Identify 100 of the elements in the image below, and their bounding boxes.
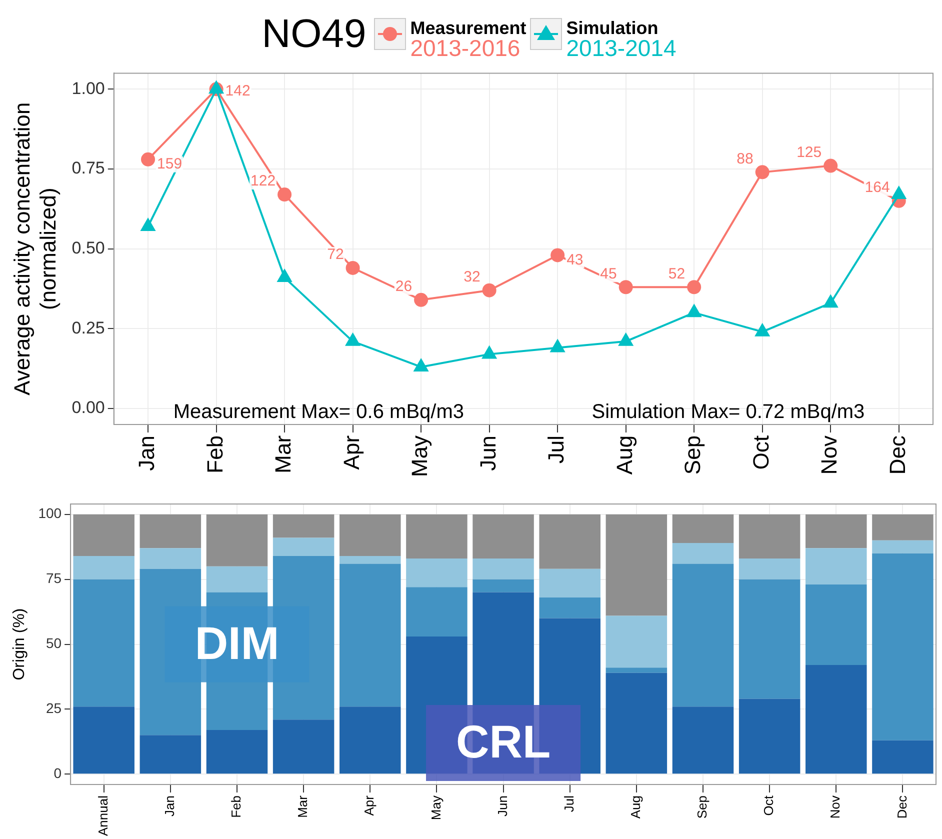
point <box>141 152 156 166</box>
bar <box>272 720 334 774</box>
point <box>346 260 360 275</box>
point <box>276 268 292 282</box>
x-tick-label: Feb <box>228 796 244 818</box>
x-tick-label: Dec <box>884 435 910 475</box>
x-tick-label: Oct <box>761 795 776 816</box>
bar <box>806 514 867 548</box>
x-tick-label: May <box>407 435 432 477</box>
bar <box>206 514 268 566</box>
y-tick-label: 100 <box>38 505 62 522</box>
bar <box>539 568 600 598</box>
y-tick-label: 25 <box>46 700 62 716</box>
y-tick-label: 0.25 <box>72 318 105 338</box>
y-axis-title: Origin (%) <box>11 608 28 680</box>
bar <box>272 514 334 538</box>
point <box>755 165 770 180</box>
bar <box>140 548 202 569</box>
bar <box>73 514 134 556</box>
x-tick-label: Apr <box>338 435 364 470</box>
point <box>686 304 702 318</box>
y-tick-label: 75 <box>46 570 62 586</box>
y-tick-label: 50 <box>46 635 62 652</box>
x-tick-label: Aug <box>612 435 637 475</box>
annotation: DIM <box>194 616 280 669</box>
x-tick-label: Annual <box>95 795 110 836</box>
x-tick-label: Feb <box>202 435 228 474</box>
bar <box>406 514 468 559</box>
x-tick-label: Jun <box>494 796 510 816</box>
x-tick-label: Mar <box>270 435 296 474</box>
point <box>687 280 702 294</box>
bar <box>73 579 134 707</box>
annotation: 164 <box>864 179 890 196</box>
point <box>482 283 496 298</box>
annotation: CRL <box>456 716 551 768</box>
bar <box>806 548 867 585</box>
x-tick-label: Jul <box>561 795 576 812</box>
bar <box>872 740 934 774</box>
point <box>345 332 361 346</box>
x-tick-label: Sep <box>694 796 710 819</box>
annotation: 125 <box>796 144 822 161</box>
bar <box>406 587 468 636</box>
y-axis-title: Average activity concentration (normalized) <box>9 102 61 396</box>
bar <box>472 558 534 580</box>
annotation: 43 <box>566 251 584 268</box>
x-tick-label: Oct <box>748 435 774 470</box>
annotation: 26 <box>395 278 412 296</box>
bar <box>806 665 867 774</box>
bar <box>539 514 600 569</box>
bar <box>140 514 202 548</box>
bar <box>539 598 600 618</box>
annotation: 142 <box>225 82 250 100</box>
x-tick-label: Apr <box>362 794 377 816</box>
annotation: Measurement Max= 0.6 mBq/m3 <box>173 400 464 423</box>
annotation: Simulation Max= 0.72 mBq/m3 <box>592 400 865 423</box>
bar <box>406 558 468 588</box>
y-tick-label: 1.00 <box>72 78 105 98</box>
x-tick-label: May <box>428 795 444 820</box>
bar <box>140 735 202 774</box>
bar <box>472 579 534 592</box>
x-tick-label: Jun <box>475 435 500 471</box>
point <box>754 322 770 336</box>
bar <box>806 584 867 666</box>
annotation: 72 <box>327 246 344 264</box>
x-tick-label: Nov <box>828 795 843 819</box>
bar <box>606 672 668 774</box>
x-tick-label: Jan <box>162 796 177 816</box>
bar <box>672 542 734 564</box>
bar <box>472 514 534 559</box>
legend-label: Simulation 2013-2014 <box>566 18 676 61</box>
x-tick-label: Nov <box>816 435 842 475</box>
point <box>618 332 634 346</box>
bar <box>340 556 401 564</box>
point <box>482 345 498 359</box>
y-tick-label: 0 <box>54 764 62 781</box>
point <box>550 248 565 262</box>
bar <box>738 558 800 580</box>
bar <box>606 514 668 616</box>
bar <box>340 514 401 556</box>
x-tick-label: Jan <box>134 435 160 471</box>
bar <box>340 564 401 707</box>
legend-label: Measurement 2013-2016 <box>410 18 526 61</box>
point <box>824 158 838 173</box>
bar <box>206 566 268 592</box>
x-tick-label: Aug <box>628 796 643 819</box>
point <box>550 338 566 352</box>
point <box>414 292 428 307</box>
bar <box>738 579 800 699</box>
bar <box>73 706 134 774</box>
bar <box>606 616 668 668</box>
bar <box>606 668 668 673</box>
point <box>278 188 292 202</box>
bar <box>872 553 934 740</box>
bar <box>206 730 268 774</box>
x-tick-label: Mar <box>295 794 310 818</box>
bar <box>73 556 134 580</box>
x-tick-label: Jul <box>544 435 569 464</box>
annotation: 52 <box>668 265 686 282</box>
y-tick-label: 0.75 <box>72 158 105 178</box>
bar <box>872 514 934 540</box>
